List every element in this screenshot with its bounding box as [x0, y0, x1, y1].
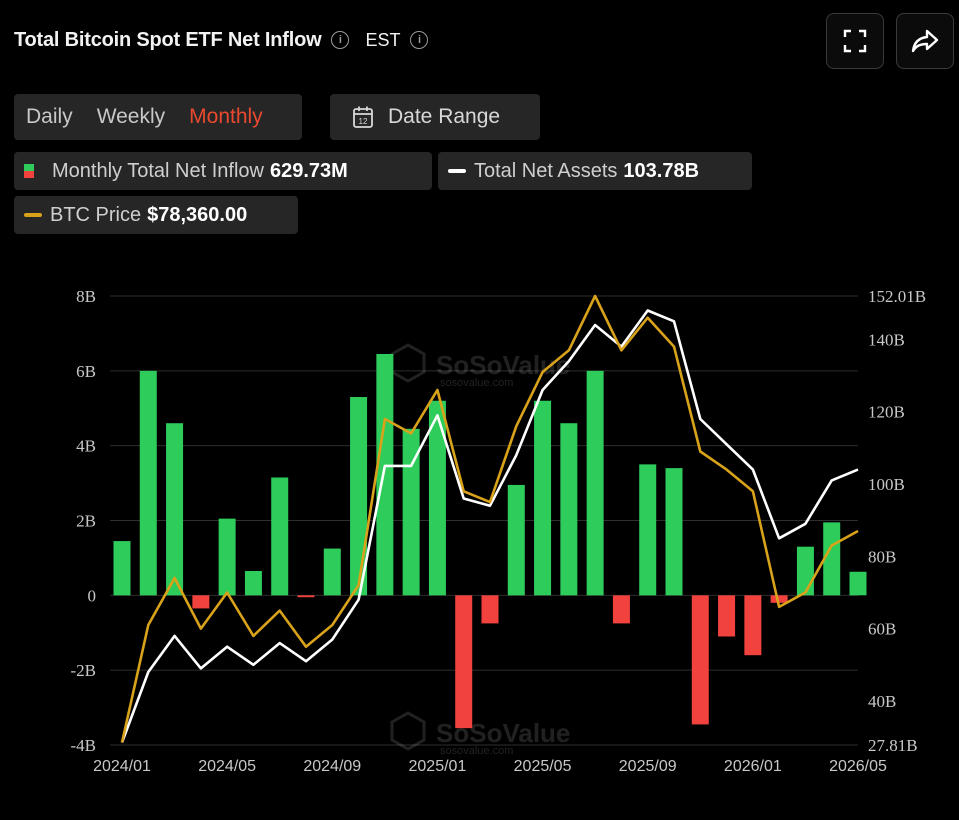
right-tick-label: 40B [868, 692, 896, 711]
watermark-text: SoSoValue [436, 350, 570, 380]
period-selector: Daily Weekly Monthly [14, 94, 302, 140]
left-tick-label: 8B [76, 287, 96, 306]
timezone-info-icon[interactable]: i [410, 31, 429, 49]
period-monthly[interactable]: Monthly [189, 105, 263, 128]
chart-header: Total Bitcoin Spot ETF Net Inflow i EST … [14, 24, 429, 56]
fullscreen-icon [843, 29, 867, 53]
inflow-bar [323, 548, 341, 596]
left-tick-label: 0 [88, 586, 97, 605]
x-tick-label: 2025/01 [409, 758, 467, 775]
inflow-bar [612, 595, 630, 624]
inflow-bar [534, 400, 552, 596]
info-icon[interactable]: i [331, 31, 350, 49]
legend-inflow[interactable]: Monthly Total Net Inflow 629.73M [14, 152, 432, 190]
left-tick-label: -2B [71, 661, 97, 680]
right-tick-label: 100B [868, 475, 905, 494]
legend-price-label: BTC Price [50, 203, 142, 226]
right-tick-label: 120B [868, 403, 905, 422]
svg-text:12: 12 [359, 117, 368, 126]
assets-swatch [448, 169, 466, 173]
legend-price[interactable]: BTC Price $78,360.00 [14, 196, 298, 234]
share-arrow-icon [911, 29, 939, 53]
legend-price-value: $78,360.00 [147, 203, 248, 226]
calendar-icon: 12 [353, 106, 373, 128]
right-tick-label: 27.81B [868, 736, 918, 755]
date-range-label: Date Range [388, 105, 501, 128]
inflow-bar [691, 595, 709, 725]
watermark-logo [390, 711, 426, 751]
total-net-assets-line [120, 309, 859, 743]
inflow-bar [455, 595, 473, 729]
x-tick-label: 2025/09 [619, 758, 677, 775]
series-lines [120, 294, 859, 743]
period-daily[interactable]: Daily [26, 105, 73, 128]
inflow-bar [244, 571, 262, 596]
x-tick-label: 2024/01 [93, 758, 151, 775]
inflow-bar [770, 595, 788, 603]
inflow-bar [166, 423, 184, 596]
date-range-button[interactable]: 12 Date Range [330, 94, 540, 140]
inflow-bar [718, 595, 736, 637]
chart-title: Total Bitcoin Spot ETF Net Inflow [14, 28, 322, 51]
share-button[interactable] [896, 13, 954, 69]
inflow-bar [481, 595, 499, 624]
inflow-bar [744, 595, 762, 656]
inflow-bar [297, 595, 315, 598]
btc-price-line [120, 294, 859, 743]
x-tick-label: 2024/05 [198, 758, 256, 775]
left-tick-label: 6B [76, 362, 96, 381]
inflow-bar [849, 571, 867, 596]
price-swatch [24, 213, 42, 217]
x-tick-label: 2024/09 [303, 758, 361, 775]
watermark-logo [390, 343, 426, 383]
left-tick-label: 4B [76, 437, 96, 456]
watermark-url: sosovalue.com [440, 745, 513, 757]
inflow-bar [507, 484, 525, 596]
watermark-url: sosovalue.com [440, 377, 513, 389]
inflow-bar [218, 518, 236, 596]
inflow-bar [402, 428, 420, 596]
inflow-bar [376, 353, 394, 596]
left-tick-label: 2B [76, 512, 96, 531]
right-tick-label: 80B [868, 547, 896, 566]
inflow-bar [586, 370, 604, 596]
inflow-bar [796, 546, 814, 596]
period-weekly[interactable]: Weekly [96, 105, 166, 128]
inflow-bar [665, 468, 683, 596]
etf-flow-chart[interactable]: SoSoValuesosovalue.comSoSoValuesosovalue… [0, 270, 959, 815]
legend-assets-value: 103.78B [623, 159, 700, 182]
inflow-bar [639, 464, 657, 596]
right-tick-label: 60B [868, 620, 896, 639]
left-axis: 8B 6B 4B 2B 0 -2B -4B [71, 287, 97, 755]
inflow-bar [113, 541, 131, 596]
x-tick-label: 2025/05 [514, 758, 572, 775]
x-axis: 2024/01 2024/05 2024/09 2025/01 2025/05 2025/… [93, 758, 887, 775]
inflow-bar [350, 397, 368, 596]
left-tick-label: -4B [71, 736, 97, 755]
inflow-bar [192, 595, 210, 609]
legend-inflow-value: 629.73M [269, 159, 348, 182]
fullscreen-button[interactable] [826, 13, 884, 69]
right-axis: 152.01B 140B 120B 100B 80B 60B 40B 27.81B [868, 287, 926, 755]
legend-inflow-label: Monthly Total Net Inflow [52, 159, 264, 182]
inflow-bars [113, 353, 867, 729]
x-tick-label: 2026/01 [724, 758, 782, 775]
legend-assets-label: Total Net Assets [474, 159, 618, 182]
right-tick-label: 152.01B [868, 287, 926, 306]
timezone-label[interactable]: EST [365, 29, 401, 50]
inflow-bar [823, 522, 841, 596]
inflow-swatch [24, 164, 34, 178]
right-tick-label: 140B [868, 330, 905, 349]
x-tick-label: 2026/05 [829, 758, 887, 775]
inflow-bar [428, 400, 446, 596]
inflow-bar [271, 477, 289, 596]
inflow-bar [139, 370, 157, 596]
inflow-bar [560, 423, 578, 596]
legend-assets[interactable]: Total Net Assets 103.78B [438, 152, 752, 190]
